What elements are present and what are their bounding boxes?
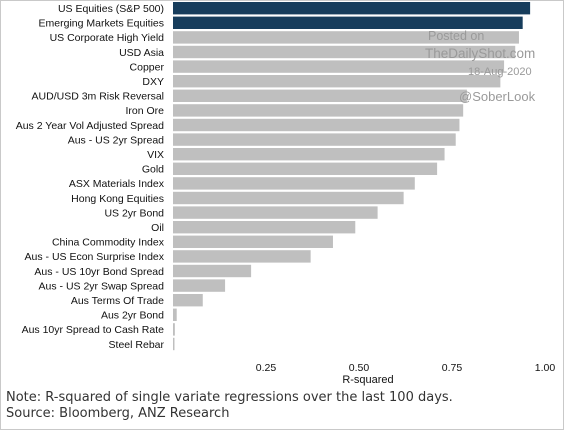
category-label-1: Emerging Markets Equities [39,18,164,30]
bar-10 [173,148,445,161]
category-label-23: Steel Rebar [109,339,165,351]
x-tick-0: 0.25 [256,362,277,374]
x-axis-title: R-squared [342,374,393,386]
x-tick-1: 0.50 [349,362,370,374]
x-tick-2: 0.75 [442,362,463,374]
category-label-2: US Corporate High Yield [50,32,165,44]
category-label-7: Iron Ore [125,105,164,117]
bar-2 [173,31,519,44]
category-label-22: Aus 10yr Spread to Cash Rate [22,324,165,336]
bar-7 [173,104,464,117]
category-label-19: Aus - US 2yr Swap Spread [39,280,165,292]
bar-3 [173,45,516,59]
bar-14 [173,206,378,219]
x-tick-labels: 0.25 0.50 0.75 1.00 [256,362,556,374]
category-label-5: DXY [142,76,164,88]
category-label-4: Copper [130,61,165,73]
bar-15 [173,221,356,234]
bar-1 [173,16,523,29]
bar-9 [173,133,456,146]
bar-11 [173,162,438,175]
watermark-site: TheDailyShot.com [425,46,535,61]
category-label-13: Hong Kong Equities [71,193,164,205]
category-label-9: Aus - US 2yr Spread [68,134,164,146]
bar-18 [173,264,252,278]
footer-note: Note: R-squared of single variate regres… [6,390,453,405]
bar-13 [173,191,404,205]
category-label-14: US 2yr Bond [104,207,164,219]
bar-22 [173,323,175,336]
bar-20 [173,294,203,307]
watermark-posted-on: Posted on [428,29,484,43]
bar-4 [173,60,505,73]
bar-8 [173,118,460,132]
bar-17 [173,250,311,263]
category-label-11: Gold [142,164,164,176]
bar-23 [173,337,175,351]
category-label-16: China Commodity Index [52,237,165,249]
category-label-21: Aus 2yr Bond [101,310,164,322]
category-label-18: Aus - US 10yr Bond Spread [34,266,164,278]
category-label-12: ASX Materials Index [69,178,165,190]
footer-source: Source: Bloomberg, ANZ Research [6,406,230,421]
category-label-10: VIX [147,149,164,161]
bar-0 [173,2,531,15]
watermark-handle: @SoberLook [459,89,536,104]
bar-6 [173,89,467,102]
category-labels: US Equities (S&P 500) Emerging Markets Eq… [16,3,165,351]
category-label-17: Aus - US Econ Surprise Index [25,251,165,263]
category-label-8: Aus 2 Year Vol Adjusted Spread [16,120,164,132]
watermark: Posted on TheDailyShot.com 18-Aug-2020 @… [425,29,536,104]
category-label-3: USD Asia [119,47,164,59]
category-label-15: Oil [151,222,164,234]
bar-21 [173,308,177,321]
category-label-0: US Equities (S&P 500) [58,3,164,15]
category-label-20: Aus Terms Of Trade [71,295,164,307]
category-label-6: AUD/USD 3m Risk Reversal [32,91,164,103]
watermark-date: 18-Aug-2020 [468,66,532,78]
bar-5 [173,75,501,88]
bar-16 [173,235,333,248]
bars-group [173,2,531,351]
bar-19 [173,279,226,292]
x-tick-3: 1.00 [535,362,556,374]
bar-12 [173,177,415,190]
